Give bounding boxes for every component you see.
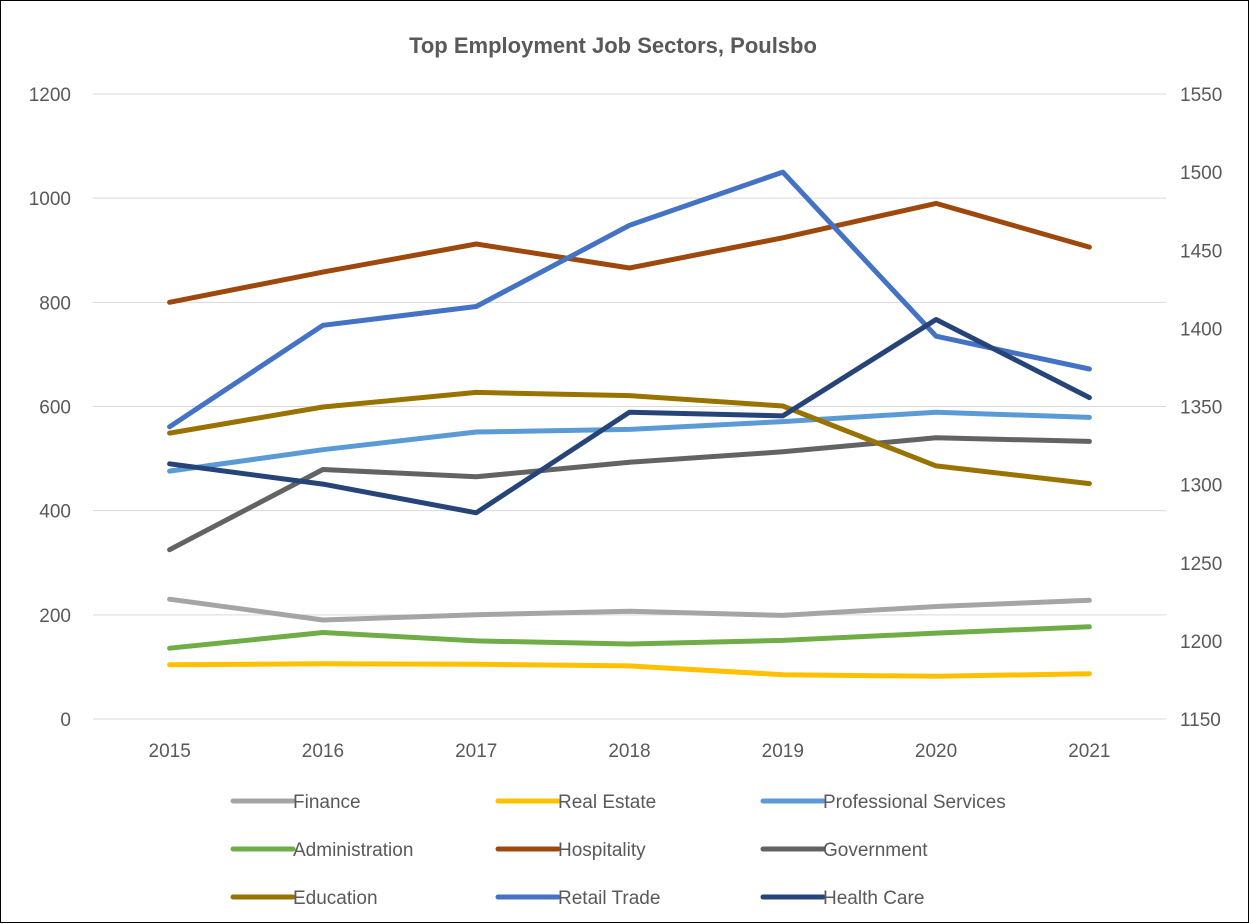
legend-label: Government — [823, 840, 928, 861]
primary-y-tick-1200: 1200 — [29, 85, 71, 106]
legend-item-health-care: Health Care — [760, 888, 924, 909]
x-axis: 2015 2016 2017 2018 2019 2020 2021 — [149, 741, 1111, 762]
x-tick-2018: 2018 — [608, 741, 650, 762]
secondary-y-axis: 1150 1200 1250 1300 1350 1400 1450 1500 1550 — [1180, 85, 1222, 731]
series-education — [167, 389, 1092, 487]
series-administration — [167, 624, 1092, 651]
series-real-estate — [167, 661, 1092, 679]
x-tick-2019: 2019 — [762, 741, 804, 762]
legend-item-retail-trade: Retail Trade — [495, 888, 660, 909]
series-professional-services — [167, 409, 1092, 474]
secondary-y-tick-1400: 1400 — [1180, 319, 1222, 340]
secondary-y-tick-1200: 1200 — [1180, 632, 1222, 653]
legend-label: Real Estate — [558, 792, 656, 813]
legend: Finance Real Estate Professional Services A… — [230, 792, 1006, 909]
x-tick-2017: 2017 — [455, 741, 497, 762]
legend-label: Education — [293, 888, 378, 909]
x-tick-2020: 2020 — [915, 741, 957, 762]
secondary-y-tick-1350: 1350 — [1180, 398, 1222, 419]
legend-label: Retail Trade — [558, 888, 660, 909]
secondary-y-tick-1300: 1300 — [1180, 476, 1222, 497]
legend-label: Professional Services — [823, 792, 1006, 813]
x-tick-2015: 2015 — [149, 741, 191, 762]
primary-y-tick-200: 200 — [39, 606, 71, 627]
primary-y-tick-1000: 1000 — [29, 189, 71, 210]
legend-item-government: Government — [760, 840, 928, 861]
series-finance — [167, 596, 1092, 623]
legend-label: Health Care — [823, 888, 924, 909]
primary-y-tick-400: 400 — [39, 502, 71, 523]
series-government — [167, 435, 1092, 553]
secondary-y-tick-1250: 1250 — [1180, 554, 1222, 575]
series-retail-trade — [167, 169, 1092, 430]
primary-y-tick-0: 0 — [60, 710, 71, 731]
legend-item-education: Education — [230, 888, 378, 909]
legend-item-finance: Finance — [230, 792, 361, 813]
legend-item-administration: Administration — [230, 840, 413, 861]
x-tick-2016: 2016 — [302, 741, 344, 762]
legend-item-real-estate: Real Estate — [495, 792, 656, 813]
chart-title: Top Employment Job Sectors, Poulsbo — [409, 33, 817, 58]
legend-item-hospitality: Hospitality — [495, 840, 646, 861]
primary-y-axis: 0 200 400 600 800 1000 1200 — [29, 85, 71, 731]
secondary-y-tick-1450: 1450 — [1180, 241, 1222, 262]
secondary-y-tick-1150: 1150 — [1180, 710, 1221, 731]
primary-y-tick-800: 800 — [39, 293, 71, 314]
secondary-y-tick-1550: 1550 — [1180, 85, 1222, 106]
gridlines — [93, 93, 1166, 720]
legend-item-professional-services: Professional Services — [760, 792, 1006, 813]
legend-label: Administration — [293, 840, 413, 861]
primary-y-tick-600: 600 — [39, 398, 71, 419]
series-health-care — [167, 317, 1092, 516]
series-hospitality — [167, 200, 1092, 305]
legend-label: Finance — [293, 792, 361, 813]
secondary-y-tick-1500: 1500 — [1180, 163, 1222, 184]
legend-label: Hospitality — [558, 840, 646, 861]
x-tick-2021: 2021 — [1068, 741, 1110, 762]
series-lines — [167, 169, 1092, 679]
